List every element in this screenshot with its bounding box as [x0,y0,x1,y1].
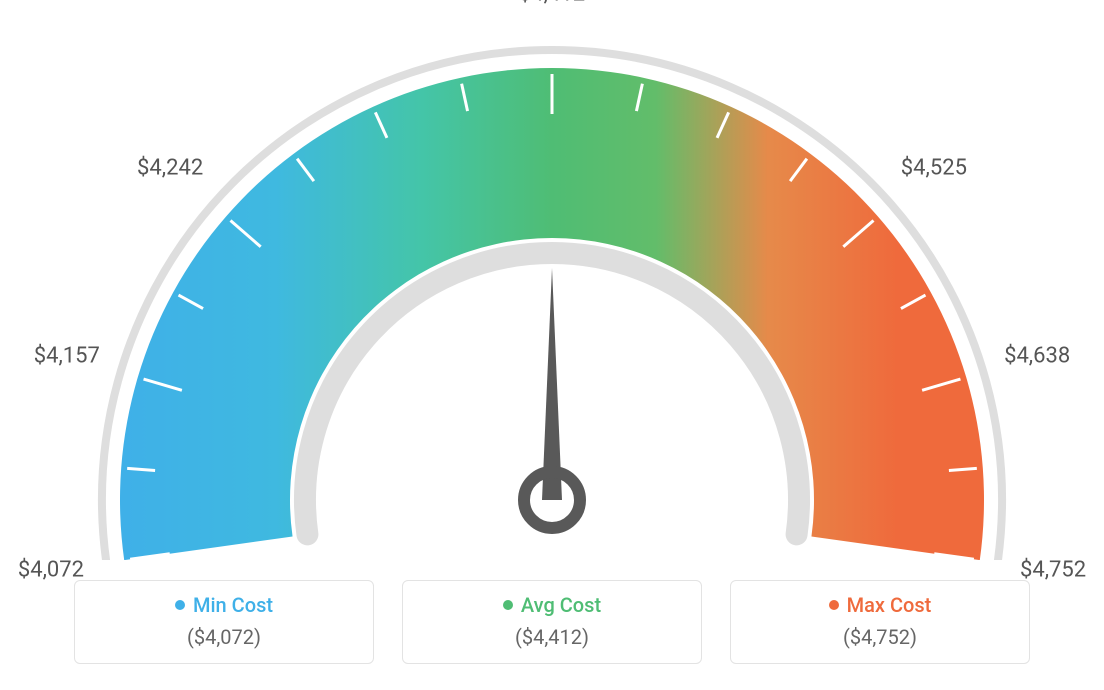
legend-title-min: Min Cost [175,593,273,617]
legend-title-label: Max Cost [847,593,932,617]
legend-value-max: ($4,752) [843,625,917,649]
legend-title-avg: Avg Cost [503,593,601,617]
legend-title-max: Max Cost [829,593,932,617]
dot-icon [175,600,185,610]
legend-card-avg: Avg Cost ($4,412) [402,580,702,664]
legend-card-min: Min Cost ($4,072) [74,580,374,664]
legend-card-max: Max Cost ($4,752) [730,580,1030,664]
legend-value-avg: ($4,412) [515,625,589,649]
legend-title-label: Avg Cost [521,593,601,617]
legend-value-min: ($4,072) [187,625,261,649]
gauge-svg [0,0,1104,560]
cost-gauge: $4,072$4,157$4,242$4,412$4,525$4,638$4,7… [0,0,1104,560]
dot-icon [829,600,839,610]
dot-icon [503,600,513,610]
legend-title-label: Min Cost [193,593,273,617]
legend-row: Min Cost ($4,072) Avg Cost ($4,412) Max … [0,580,1104,664]
